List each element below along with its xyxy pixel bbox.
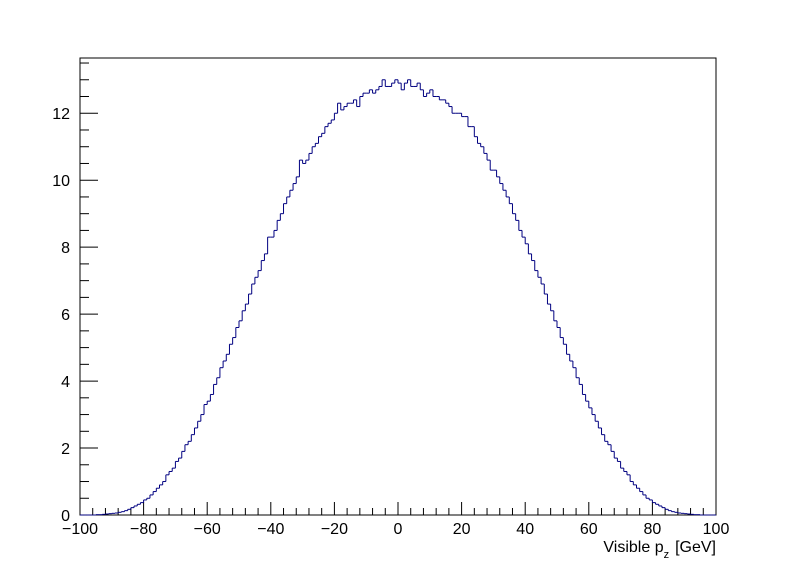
x-tick-label: 100	[703, 521, 730, 538]
x-title-main: Visible p	[603, 539, 663, 556]
x-tick-label: −20	[321, 521, 348, 538]
x-tick-label: 0	[394, 521, 403, 538]
y-tick-label: 2	[61, 441, 70, 458]
x-tick-label: −100	[62, 521, 98, 538]
y-tick-label: 4	[61, 374, 70, 391]
x-axis-title: Visible pz [GeV]	[603, 539, 716, 561]
y-tick-label: 12	[52, 106, 70, 123]
x-tick-label: −60	[194, 521, 221, 538]
x-tick-label: −80	[130, 521, 157, 538]
x-title-subscript: z	[664, 549, 670, 561]
x-title-suffix: [GeV]	[675, 539, 716, 556]
y-tick-label: 6	[61, 307, 70, 324]
y-tick-label: 8	[61, 240, 70, 257]
x-tick-label: −40	[257, 521, 284, 538]
x-tick-label: 60	[580, 521, 598, 538]
x-tick-label: 40	[516, 521, 534, 538]
x-tick-label: 20	[453, 521, 471, 538]
y-tick-label: 0	[61, 508, 70, 525]
y-tick-label: 10	[52, 173, 70, 190]
x-tick-label: 80	[644, 521, 662, 538]
